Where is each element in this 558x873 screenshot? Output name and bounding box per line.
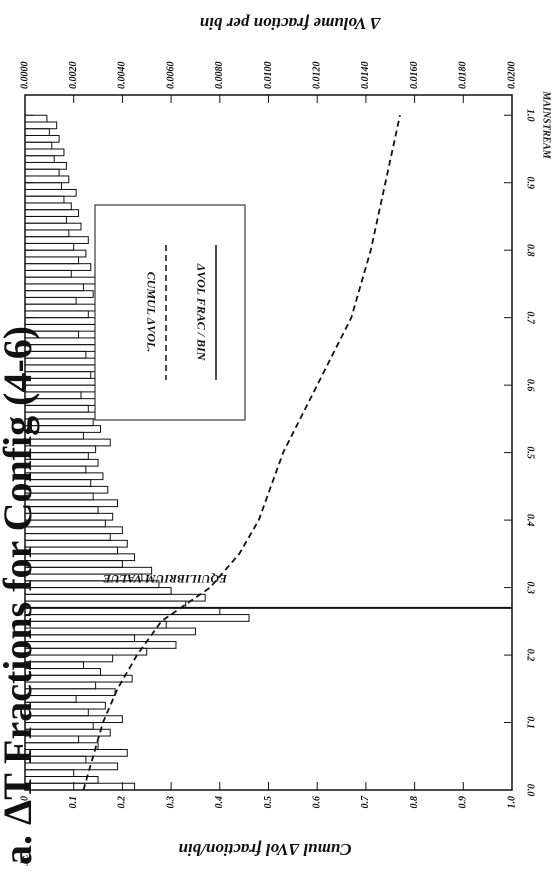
y2-tick-label: 0.0020 [68,62,79,90]
x-tick-label: 0.0 [525,784,536,797]
y2-tick-label: 0.0080 [214,62,225,90]
x-tick-label: 1.0 [525,109,536,122]
y2-tick-label: 0.0100 [263,62,274,90]
y-tick-label: 0.0 [19,796,30,809]
y2-tick-label: 0.0060 [165,62,176,90]
x-tick-label: 0.6 [525,379,536,392]
y2-axis-title: Δ Volume fraction per bin [200,14,382,33]
annotation: JET [19,847,30,867]
x-tick-label: 0.2 [525,649,536,662]
y-tick-label: 0.2 [117,796,128,809]
y-tick-label: 0.1 [68,796,79,809]
y2-tick-label: 0.0140 [360,62,371,90]
y-axis-title: Cumul ΔVol fraction/bin [178,840,351,859]
x-tick-label: 0.5 [525,446,536,459]
cumulative-line [82,115,401,791]
y2-tick-label: 0.0200 [506,62,517,90]
y-tick-label: 0.8 [409,796,420,809]
y2-tick-label: 0.0000 [19,62,30,90]
y-tick-label: 0.3 [165,796,176,809]
x-tick-label: 0.3 [525,581,536,594]
y-tick-label: 0.4 [214,796,225,809]
annotation: MAINSTREAM [541,90,552,159]
x-tick-label: 0.8 [525,244,536,256]
y2-tick-label: 0.0040 [117,62,128,89]
x-tick-label: 0.9 [525,176,536,189]
legend-label: ΔVOL FRAC / BIN [194,263,208,362]
y-tick-label: 0.7 [360,795,371,809]
chart-title: a. ΔT Fractions for Config (4-6) [0,326,40,865]
y-tick-label: 0.5 [263,796,274,809]
x-tick-label: 0.4 [525,514,536,527]
x-tick-label: 0.1 [525,716,536,729]
x-tick-label: 0.7 [525,311,536,325]
legend-box [94,204,246,421]
y2-tick-label: 0.0160 [409,62,420,90]
y-tick-label: 0.9 [458,796,469,809]
y-tick-label: 0.6 [311,796,322,809]
plot-frame [24,94,513,791]
legend-label: CUMUL ΔVOL. [144,272,158,352]
y2-tick-label: 0.0180 [458,62,469,90]
equilibrium-label: EQUILIBRIUM VALUE [103,572,228,586]
y2-tick-label: 0.0120 [311,62,322,90]
y-tick-label: 1.0 [506,796,517,809]
